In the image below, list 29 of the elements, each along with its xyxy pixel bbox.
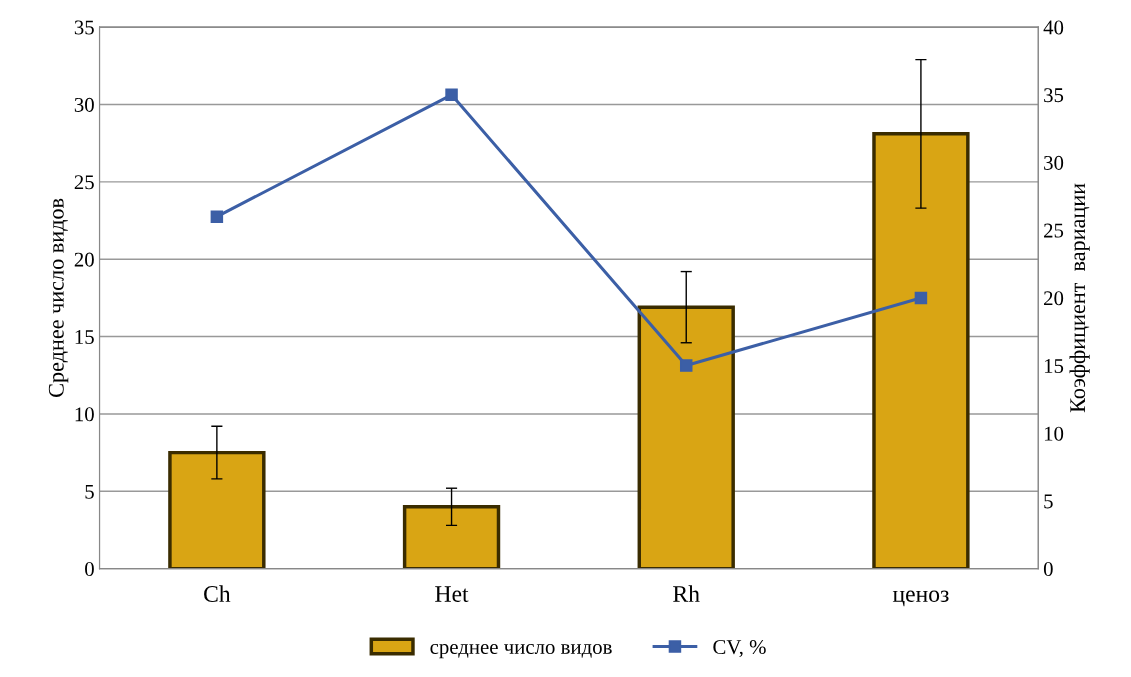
x-tick-label: Het: [435, 586, 469, 602]
y-tick-label: 20: [74, 252, 94, 267]
y2-tick-label: 30: [1044, 155, 1064, 170]
y-tick-label: 5: [85, 484, 94, 499]
x-tick-label: Rh: [673, 585, 700, 602]
y2-tick-label: 35: [1044, 88, 1064, 103]
y2-tick-label: 10: [1044, 426, 1064, 441]
y-axis-title: Среднее число видов: [48, 198, 69, 397]
legend-label: среднее число видов: [430, 644, 612, 659]
y2-axis-title: Коэффициент вариации: [1069, 183, 1090, 413]
y2-tick-label: 0: [1043, 562, 1053, 577]
y-tick-label: 30: [74, 97, 94, 112]
y2-tick-label: 5: [1044, 494, 1053, 509]
x-tick-label: Ch: [204, 585, 231, 602]
point: [210, 210, 224, 223]
y-tick-label: 0: [85, 562, 94, 577]
y2-tick-label: 15: [1044, 359, 1064, 374]
y-tick-label: 35: [74, 20, 94, 35]
x-tick-label: ценоз: [892, 590, 949, 607]
y-tick-label: 25: [74, 175, 94, 190]
point: [679, 359, 693, 372]
y2-tick-label: 20: [1044, 291, 1064, 306]
y-tick-label: 10: [75, 407, 94, 422]
point: [914, 291, 928, 305]
y2-tick-label: 25: [1044, 223, 1064, 238]
y2-tick-label: 40: [1043, 20, 1064, 35]
y-tick-label: 15: [75, 330, 94, 344]
point: [445, 88, 458, 102]
legend-label: CV, %: [713, 639, 766, 658]
